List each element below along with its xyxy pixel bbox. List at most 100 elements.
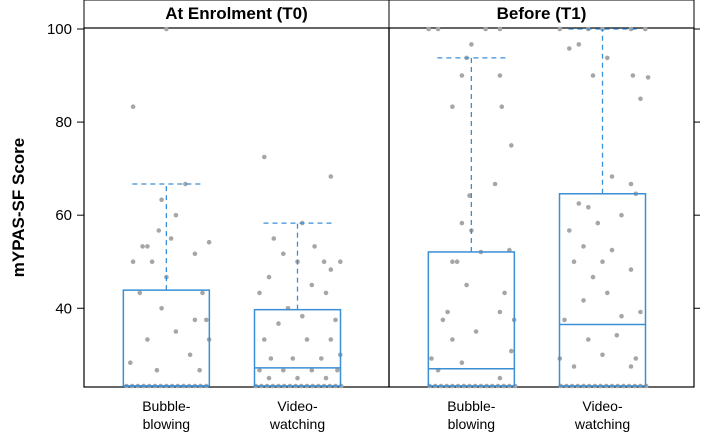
data-point (586, 337, 591, 342)
category-label-line: watching (269, 416, 325, 432)
data-point (435, 26, 441, 32)
panel-title: At Enrolment (T0) (165, 4, 308, 23)
panel (388, 26, 695, 389)
data-point (338, 259, 343, 265)
panel-frame (388, 27, 695, 388)
data-point (497, 26, 503, 32)
panels (83, 26, 695, 389)
data-point (499, 104, 505, 109)
data-point (140, 244, 145, 249)
panel-strip (388, 0, 695, 29)
data-point (145, 337, 150, 342)
data-point (450, 337, 455, 342)
data-point (576, 42, 582, 47)
data-point (276, 321, 281, 326)
data-point (497, 73, 503, 78)
data-point (197, 367, 202, 373)
data-point (319, 356, 324, 361)
data-point (619, 212, 624, 218)
category-label-line: Bubble- (142, 398, 191, 414)
data-point (204, 317, 209, 323)
data-point (628, 364, 634, 369)
category-label: Video-watching (269, 398, 325, 432)
data-point (300, 313, 305, 319)
data-point (459, 220, 465, 226)
data-point (429, 356, 434, 361)
data-point (600, 259, 605, 265)
data-point (183, 181, 188, 187)
data-point (605, 55, 610, 61)
data-point (333, 317, 338, 323)
iqr-box (558, 193, 647, 387)
x-axis-categories: Bubble-blowing Video-watching Bubble-blowi… (142, 398, 630, 432)
data-point (509, 348, 514, 354)
category-label: Video-watching (574, 398, 630, 432)
panel-strip (83, 0, 390, 29)
iqr-box (427, 251, 516, 387)
data-point (590, 73, 596, 78)
data-point (586, 205, 591, 210)
data-point (328, 337, 334, 342)
data-point (154, 367, 160, 373)
data-point (281, 251, 286, 257)
category-label: Bubble-blowing (447, 398, 496, 432)
data-point (206, 239, 212, 245)
data-point (643, 26, 648, 32)
data-point (328, 174, 334, 179)
data-point (168, 236, 174, 241)
data-point (266, 274, 272, 280)
data-point (614, 333, 620, 338)
data-point (595, 220, 601, 226)
data-point (164, 26, 169, 32)
data-point (628, 26, 634, 32)
data-point (619, 313, 624, 319)
data-point (192, 317, 198, 323)
box-group (253, 154, 344, 389)
data-point (262, 154, 267, 160)
data-point (173, 212, 179, 218)
data-point (137, 290, 143, 296)
data-point (609, 174, 615, 179)
data-point (633, 356, 639, 361)
y-tick-label: 80 (55, 114, 72, 131)
box-group (426, 26, 518, 389)
data-point (262, 337, 267, 342)
data-point (128, 360, 133, 366)
data-point (581, 244, 586, 249)
data-point (450, 104, 455, 109)
y-axis-label: mYPAS-SF Score (9, 138, 28, 278)
data-point (426, 26, 431, 32)
panel-strips: At Enrolment (T0) Before (T1) (83, 0, 695, 29)
panel-title: Before (T1) (497, 4, 587, 23)
data-point (321, 259, 327, 265)
data-point (450, 259, 455, 265)
box-group (557, 26, 651, 389)
y-tick-label: 60 (55, 207, 72, 224)
data-point (257, 290, 262, 296)
data-point (268, 356, 274, 361)
y-tick-label: 100 (47, 21, 72, 38)
data-point (257, 367, 262, 373)
data-point (312, 244, 317, 249)
data-point (567, 46, 572, 51)
category-label-line: blowing (448, 416, 495, 432)
panel-frame (83, 27, 390, 388)
data-point (562, 317, 567, 323)
data-point (440, 317, 446, 323)
data-point (156, 228, 162, 233)
data-point (271, 236, 277, 241)
data-point (509, 143, 514, 148)
data-point (323, 375, 329, 381)
data-point (266, 375, 272, 381)
box-group (122, 26, 212, 389)
data-point (130, 104, 136, 109)
data-point (600, 352, 605, 358)
data-point (464, 282, 469, 288)
category-label-line: Bubble- (447, 398, 496, 414)
data-point (328, 267, 334, 272)
data-point (192, 251, 198, 257)
data-point (145, 244, 150, 249)
data-point (630, 73, 636, 78)
data-point (497, 375, 503, 381)
